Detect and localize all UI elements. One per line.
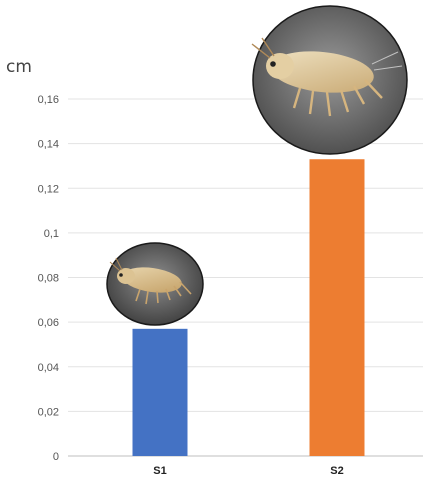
y-tick-label: 0,02	[38, 406, 59, 418]
y-tick-label: 0,14	[38, 139, 59, 151]
bars-group	[132, 159, 365, 456]
bar-s2	[309, 159, 365, 456]
y-tick-label: 0,08	[38, 273, 59, 285]
x-tick-label-s1: S1	[153, 465, 166, 477]
y-tick-labels: 0 0,02 0,04 0,06 0,08 0,1 0,12 0,14 0,16	[38, 94, 59, 463]
springtail-photo-large	[251, 5, 408, 155]
x-tick-label-s2: S2	[330, 465, 343, 477]
y-tick-label: 0,12	[38, 183, 59, 195]
y-axis-unit-label: cm	[6, 57, 32, 77]
y-tick-label: 0,06	[38, 317, 59, 329]
y-tick-label: 0,1	[44, 228, 59, 240]
springtail-photo-small	[106, 242, 204, 326]
y-tick-label: 0,16	[38, 94, 59, 106]
x-tick-labels: S1 S2	[153, 465, 343, 477]
y-tick-label: 0	[53, 451, 59, 463]
y-tick-label: 0,04	[38, 362, 59, 374]
bar-s1	[132, 328, 188, 456]
